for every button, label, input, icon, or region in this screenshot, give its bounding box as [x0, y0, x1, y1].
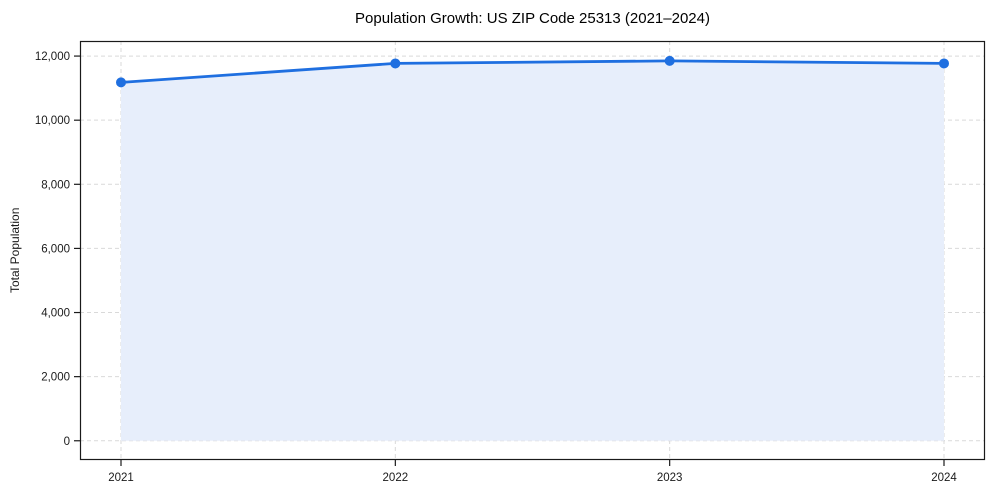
- data-point-marker: [116, 77, 126, 88]
- line-layer: [116, 55, 949, 88]
- chart-title: Population Growth: US ZIP Code 25313 (20…: [355, 10, 710, 27]
- y-tick-label: 10,000: [35, 115, 70, 127]
- data-point-marker: [390, 58, 401, 69]
- data-point-marker: [939, 58, 949, 69]
- data-point-marker: [664, 55, 675, 66]
- axis-layer: 0 2,000 4,000 6,000 8,000 10,000 12,000 2021 202…: [35, 40, 986, 484]
- y-tick-label: 8,000: [41, 179, 70, 191]
- area-layer: [121, 60, 944, 441]
- y-tick-label: 12,000: [35, 51, 70, 63]
- x-tick-label: 2021: [108, 472, 134, 484]
- y-tick-label: 6,000: [41, 243, 70, 255]
- y-tick-label: 0: [64, 436, 70, 448]
- series-area-fill: [121, 60, 944, 441]
- x-tick-label: 2022: [383, 472, 409, 484]
- y-tick-label: 2,000: [41, 372, 70, 384]
- x-tick-label: 2024: [931, 472, 957, 484]
- plot-frame: [79, 40, 986, 461]
- y-tick-label: 4,000: [41, 308, 70, 320]
- x-tick-label: 2023: [657, 472, 683, 484]
- series-line: [119, 59, 946, 84]
